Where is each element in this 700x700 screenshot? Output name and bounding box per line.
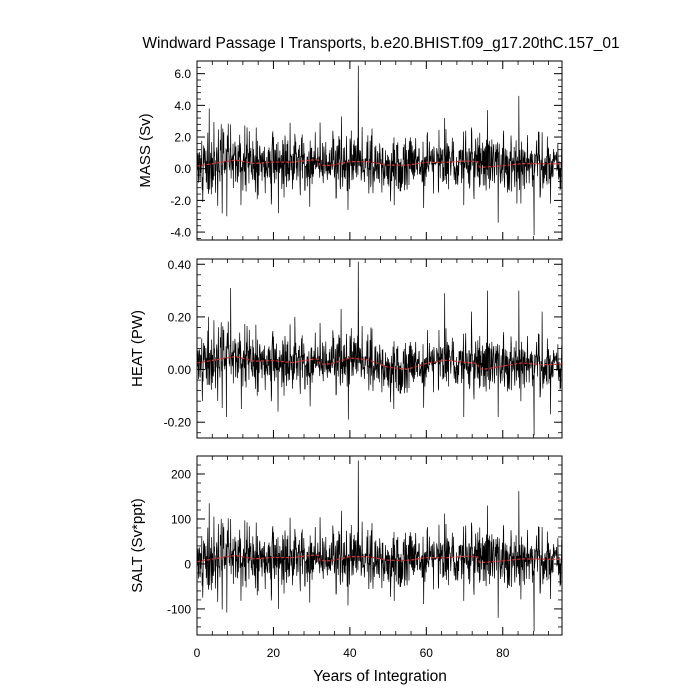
smoothed-series-line	[196, 159, 563, 168]
panel-heat: -0.20 0.00 0.20 0.40 HEAT (PW)	[129, 258, 563, 439]
y-tick-label: -4.0	[170, 226, 191, 240]
mass-smoothed-series	[196, 159, 563, 168]
y-tick-label: 200	[171, 467, 191, 481]
heat-axes: -0.20 0.00 0.20 0.40	[164, 258, 563, 439]
y-tick-label: -0.20	[164, 416, 192, 430]
x-tick-label: 60	[420, 646, 434, 660]
x-tick-labels: 0 20 40 60 80	[194, 646, 510, 660]
x-tick-label: 0	[194, 646, 201, 660]
y-tick-label: 0.40	[168, 258, 192, 272]
y-tick-label: 0	[184, 557, 191, 571]
x-tick-label: 40	[343, 646, 357, 660]
x-axis-label: Years of Integration	[313, 668, 447, 685]
y-tick-label: 100	[171, 512, 191, 526]
salt-axes: -100 0 100 200	[167, 455, 563, 636]
heat-axis-label: HEAT (PW)	[129, 310, 146, 387]
x-tick-label: 20	[267, 646, 281, 660]
y-tick-label: 2.0	[174, 131, 191, 145]
x-tick-label: 80	[496, 646, 510, 660]
heat-raw-series	[196, 261, 563, 436]
y-tick-label: -2.0	[170, 194, 191, 208]
heat-smoothed-series	[196, 355, 563, 370]
panel-mass: -4.0 -2.0 0.0 2.0 4.0 6.0 MASS (Sv)	[137, 60, 563, 241]
y-tick-label: 4.0	[174, 99, 191, 113]
salt-axis-label: SALT (Sv*ppt)	[129, 498, 146, 592]
y-tick-label: 0.0	[174, 162, 191, 176]
y-tick-label: -100	[167, 602, 191, 616]
salt-smoothed-series	[196, 554, 563, 563]
plot-frame	[196, 60, 563, 241]
raw-series-line	[196, 65, 563, 236]
chart-title: Windward Passage I Transports, b.e20.BHI…	[142, 35, 619, 52]
raw-series-line	[196, 460, 563, 632]
y-tick-label: 0.00	[168, 363, 192, 377]
smoothed-series-line	[196, 355, 563, 370]
plot-frame	[196, 455, 563, 636]
smoothed-series-line	[196, 554, 563, 563]
raw-series-line	[196, 261, 563, 436]
mass-raw-series	[196, 65, 563, 236]
mass-axis-label: MASS (Sv)	[137, 113, 154, 187]
salt-raw-series	[196, 460, 563, 632]
y-tick-label: 6.0	[174, 67, 191, 81]
mass-axes: -4.0 -2.0 0.0 2.0 4.0 6.0	[170, 60, 563, 241]
panel-salt: -100 0 100 200 SALT (Sv*ppt)	[129, 455, 563, 636]
y-tick-label: 0.20	[168, 310, 192, 324]
